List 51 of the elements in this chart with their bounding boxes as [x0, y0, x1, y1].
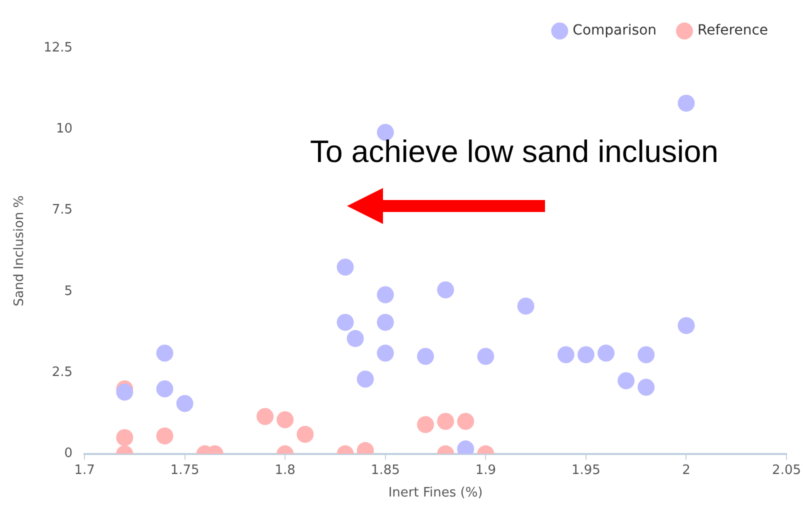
point: [156, 380, 174, 398]
point: [437, 281, 454, 298]
x-tick-label: 2: [682, 462, 690, 478]
point: [336, 314, 354, 331]
x-tick-label: 1.9: [475, 462, 496, 478]
point: [156, 344, 174, 362]
y-tick-label: 0: [64, 446, 73, 462]
x-tick-label: 1.85: [370, 462, 400, 478]
point: [638, 378, 655, 396]
legend-label: Reference: [698, 22, 768, 39]
point: [678, 94, 695, 112]
point: [517, 298, 534, 315]
x-axis-title: Inert Fines (%): [388, 486, 483, 501]
point: [156, 427, 174, 444]
point: [116, 429, 134, 446]
x-tick-label: 1.75: [170, 462, 200, 478]
point: [457, 412, 474, 430]
point: [477, 348, 494, 365]
y-tick-label: 2.5: [52, 365, 73, 380]
y-tick-label: 7.5: [52, 202, 73, 218]
point: [276, 411, 294, 428]
x-tick-label: 2.05: [772, 462, 802, 478]
y-tick-label: 5: [64, 284, 73, 299]
x-tick-label: 1.8: [274, 462, 296, 478]
y-tick-label: 10: [56, 122, 73, 137]
point: [346, 330, 364, 348]
x-tick-label: 1.7: [74, 462, 95, 478]
point: [116, 384, 134, 401]
point: [376, 344, 394, 362]
point: [256, 408, 274, 425]
y-axis-title: Sand Inclusion %: [12, 195, 28, 306]
legend-label: Comparison: [572, 22, 657, 39]
point: [376, 286, 394, 304]
point: [557, 346, 574, 364]
point: [577, 346, 594, 364]
point: [296, 426, 314, 443]
x-tick-label: 1.95: [571, 462, 600, 478]
point: [376, 314, 394, 331]
point: [678, 317, 695, 334]
point: [336, 258, 354, 276]
point: [618, 372, 635, 390]
point: [417, 416, 434, 434]
annotation: To achieve low sand inclusion: [310, 134, 718, 170]
point: [417, 348, 434, 365]
point: [598, 344, 615, 362]
point: [356, 370, 374, 388]
point: [376, 124, 394, 141]
y-tick-label: 12.5: [44, 40, 73, 56]
point: [638, 346, 655, 364]
point: [176, 394, 194, 412]
point: [437, 412, 454, 430]
